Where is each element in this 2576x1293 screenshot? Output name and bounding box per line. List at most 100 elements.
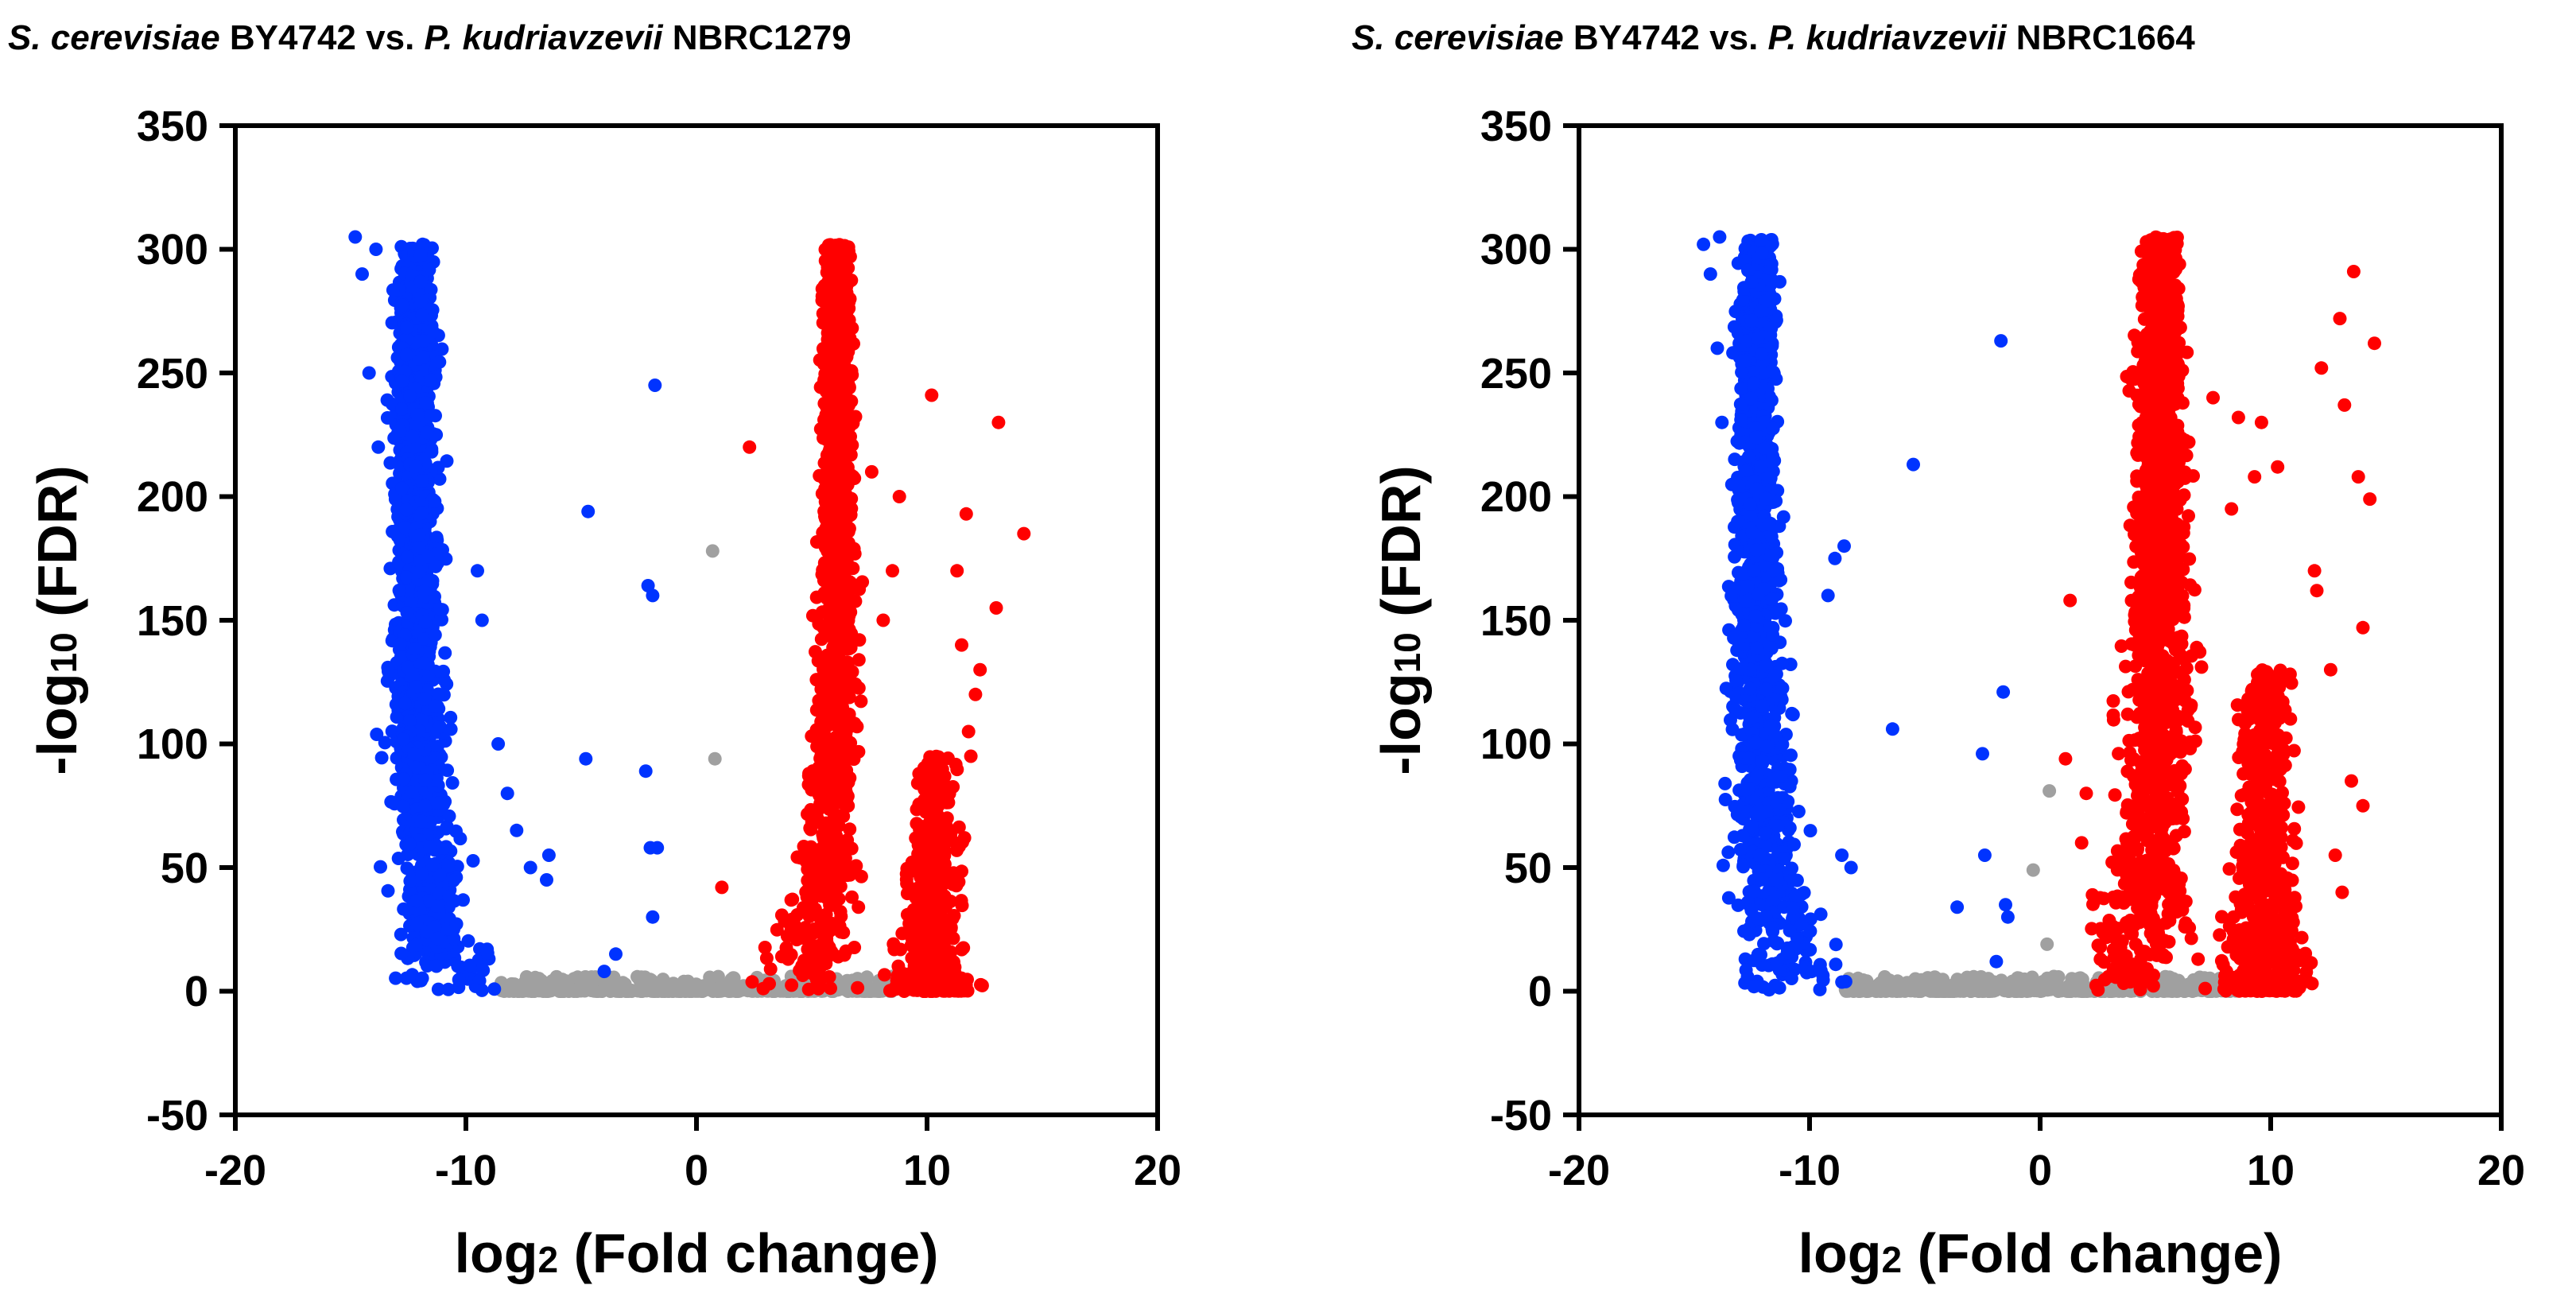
x-axis-label-base: log: [455, 1222, 538, 1284]
data-point-down: [410, 408, 425, 422]
data-point-down: [445, 776, 460, 790]
data-point-down: [384, 794, 398, 809]
data-point-up: [835, 613, 849, 627]
data-point-down: [381, 883, 395, 898]
data-point-down: [396, 799, 410, 813]
data-point-up: [809, 590, 824, 604]
y-tick-label: 100: [137, 720, 208, 768]
data-point-down: [581, 504, 596, 518]
data-point-up: [827, 348, 841, 363]
data-point-up: [942, 984, 956, 998]
data-point-down: [413, 274, 428, 289]
data-point-up: [832, 332, 847, 347]
data-point-ns: [567, 984, 581, 998]
data-point-down: [646, 588, 660, 603]
data-point-up: [809, 645, 822, 659]
data-point-down: [409, 460, 423, 474]
data-point-ns: [1992, 980, 2006, 994]
data-point-ns: [609, 978, 623, 992]
data-point-up: [926, 779, 941, 794]
data-point-up: [925, 874, 940, 888]
data-point-up: [956, 941, 971, 955]
data-point-up: [819, 957, 833, 971]
data-point-up: [836, 867, 851, 881]
data-point-up: [758, 941, 772, 954]
data-point-down: [579, 751, 593, 766]
data-point-up: [842, 420, 856, 434]
data-point-down: [414, 506, 429, 520]
data-point-down: [415, 971, 429, 985]
data-point-down: [399, 503, 413, 517]
data-point-up: [845, 890, 859, 904]
data-point-up: [911, 838, 925, 852]
data-point-down: [402, 837, 417, 851]
data-point-down: [415, 867, 429, 881]
data-point-down: [461, 934, 475, 948]
data-point-down: [597, 965, 611, 979]
data-point-up: [825, 698, 840, 713]
data-point-down: [389, 971, 403, 985]
data-point-up: [827, 292, 840, 306]
data-point-up: [933, 966, 948, 980]
data-point-up: [844, 627, 859, 641]
y-tick-label: 250: [137, 350, 208, 398]
data-point-down: [405, 429, 420, 444]
title-part: P. kudriavzevii: [1768, 18, 2008, 57]
data-point-up: [745, 975, 759, 989]
data-point-up: [925, 388, 939, 402]
data-point-ns: [624, 983, 638, 997]
data-point-up: [892, 490, 906, 503]
data-point-up: [946, 955, 960, 969]
data-point-ns: [2070, 977, 2084, 991]
data-point-down: [431, 982, 445, 996]
data-point-down: [415, 309, 429, 322]
data-point-down: [444, 710, 458, 724]
data-point-up: [839, 518, 853, 532]
data-point-down: [451, 959, 465, 973]
data-point-down: [418, 798, 433, 813]
data-point-ns: [557, 975, 572, 989]
data-point-down: [510, 823, 524, 837]
data-point-up: [836, 926, 851, 940]
data-point-up: [950, 564, 964, 578]
data-point-ns: [2163, 970, 2177, 984]
data-point-up: [774, 949, 789, 964]
data-point-down: [369, 243, 383, 256]
data-point-ns: [1861, 984, 1876, 998]
x-axis-label-rest: (Fold change): [558, 1222, 938, 1284]
data-point-down: [449, 917, 464, 931]
data-point-down: [638, 764, 653, 779]
data-point-up: [910, 911, 924, 926]
panel-title: S. cerevisiae BY4742 vs. P. kudriavzevii…: [8, 18, 852, 57]
data-point-up: [886, 564, 899, 578]
data-point-ns: [2185, 984, 2199, 998]
x-axis-label-subscript: 2: [538, 1239, 559, 1280]
data-point-up: [820, 870, 834, 884]
data-point-up: [838, 303, 852, 317]
data-point-down: [433, 355, 447, 369]
data-point-down: [395, 402, 409, 416]
data-point-down: [400, 320, 414, 335]
data-point-up: [864, 464, 879, 479]
data-point-down: [417, 656, 431, 670]
data-point-up: [939, 813, 952, 828]
data-point-up: [833, 905, 848, 918]
data-point-down: [609, 947, 623, 961]
data-point-ns: [2026, 863, 2040, 877]
data-point-down: [398, 697, 412, 711]
scatter-points: [348, 230, 1031, 998]
data-point-up: [827, 514, 841, 528]
data-point-down: [452, 973, 466, 987]
data-point-down: [399, 348, 413, 362]
data-point-up: [844, 274, 859, 287]
data-point-down: [420, 425, 434, 440]
data-point-down: [429, 530, 444, 545]
data-point-ns: [2040, 937, 2054, 951]
data-point-down: [425, 858, 440, 872]
data-point-up: [927, 802, 941, 816]
data-point-up: [923, 887, 937, 901]
data-point-down: [428, 699, 442, 713]
data-point-down: [431, 899, 445, 913]
data-point-down: [418, 615, 433, 629]
